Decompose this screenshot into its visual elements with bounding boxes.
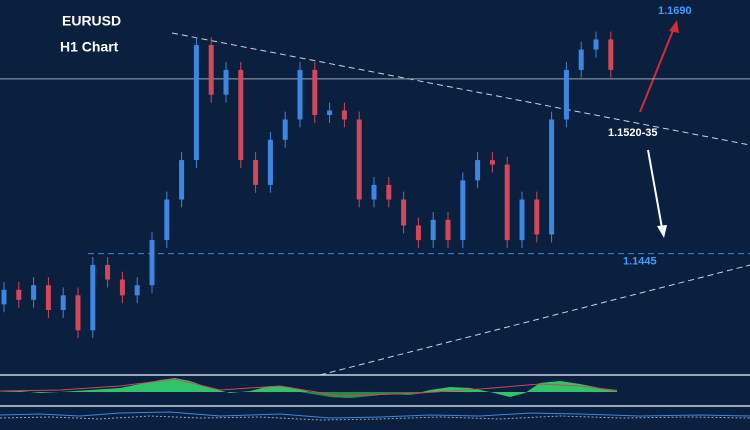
candle-body (593, 39, 599, 50)
indicator-signal (0, 378, 618, 397)
candle-body (519, 199, 525, 241)
candle-body (327, 110, 333, 115)
candle-body (401, 199, 407, 226)
candle-body (267, 139, 273, 185)
candle-body (608, 39, 614, 70)
oscillator-line (0, 411, 750, 419)
candle-body (312, 69, 318, 115)
candle-body (534, 199, 540, 235)
plot-area: 1.1445 (0, 31, 750, 339)
candle-body (164, 199, 170, 241)
support-label: 1.1445 (623, 256, 657, 268)
candle-body (415, 225, 421, 241)
candle-body (549, 119, 555, 235)
candle-body (75, 295, 81, 331)
candle-body (578, 49, 584, 70)
candle-body (149, 240, 155, 286)
arrow-up (639, 27, 675, 113)
candle-body (504, 164, 510, 241)
candle-body (31, 285, 37, 300)
chart-title: EURUSD (62, 13, 121, 29)
candle-body (223, 69, 229, 95)
oscillator-line (0, 415, 750, 421)
candle-body (16, 289, 22, 300)
target-label: 1.1690 (658, 5, 692, 17)
candle-body (60, 295, 66, 310)
trendline-upper (171, 32, 750, 146)
candle-body (445, 219, 451, 241)
candle-body (297, 69, 303, 120)
candle-body (341, 110, 347, 120)
chart-subtitle: H1 Chart (60, 39, 119, 55)
candle-body (193, 45, 199, 161)
candle-body (430, 219, 436, 241)
candle-body (371, 184, 377, 200)
candle-body (1, 289, 7, 305)
candle-body (134, 285, 140, 296)
trendline-lower (319, 264, 750, 376)
pivot-label: 1.1520-35 (608, 127, 658, 139)
arrow-head (669, 20, 679, 33)
candle-body (45, 285, 51, 310)
candle-body (105, 264, 111, 280)
candle-body (119, 279, 125, 296)
candle-body (208, 45, 214, 95)
candle-body (238, 69, 244, 161)
arrow-down (647, 149, 663, 229)
candle-body (282, 119, 288, 140)
arrow-head (657, 225, 667, 238)
candle-body (90, 264, 96, 331)
candle-body (253, 160, 259, 185)
candle-body (489, 160, 495, 165)
candle-body (475, 160, 481, 181)
candle-body (179, 160, 185, 200)
candle-body (356, 119, 362, 200)
indicator-histogram (0, 378, 617, 398)
candle-body (563, 69, 569, 120)
candle-body (386, 184, 392, 200)
candle-body (460, 180, 466, 241)
